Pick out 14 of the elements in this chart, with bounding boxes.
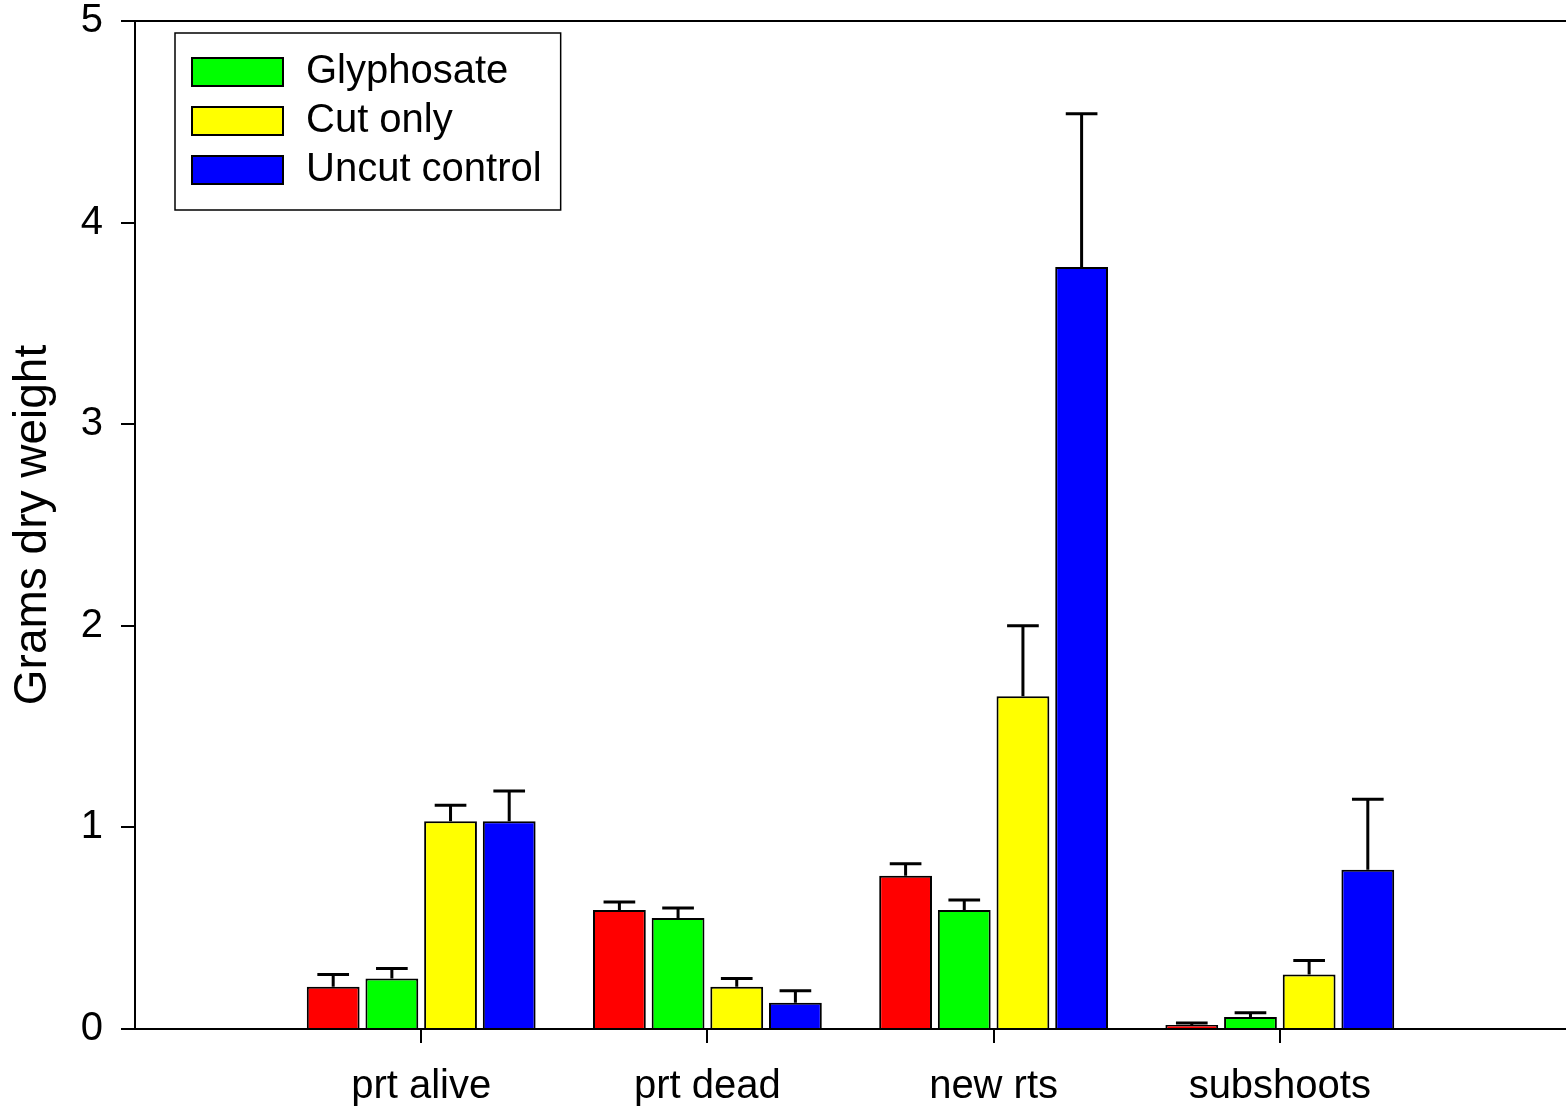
y-tick-label: 0 <box>80 1004 103 1049</box>
x-tick-label: prt dead <box>634 1062 781 1107</box>
x-tick-label: prt alive <box>351 1062 492 1107</box>
y-tick-label: 5 <box>80 0 103 41</box>
legend-label: Uncut control <box>306 145 542 190</box>
y-tick-label: 3 <box>80 399 103 444</box>
y-tick-label: 1 <box>80 802 103 847</box>
y-tick-label: 4 <box>80 197 103 242</box>
legend-label: Glyphosate <box>306 47 509 92</box>
y-axis-title: Grams dry weight <box>4 344 57 706</box>
x-tick-label: subshoots <box>1188 1062 1371 1107</box>
y-tick-label: 2 <box>80 600 103 645</box>
legend-label: Cut only <box>306 96 453 141</box>
x-tick-label: new rts <box>929 1062 1059 1107</box>
